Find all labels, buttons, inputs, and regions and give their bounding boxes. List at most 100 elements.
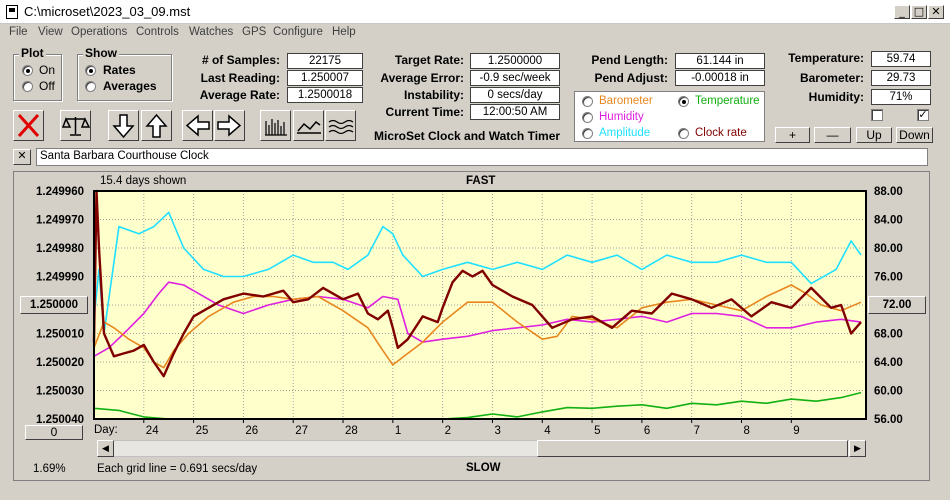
- scale-up-button[interactable]: Up: [856, 127, 892, 143]
- show-group: [77, 54, 172, 101]
- legend-temperature-radio[interactable]: [678, 96, 689, 107]
- right-tick-label: 68.00: [874, 329, 903, 341]
- chart-frame: [13, 171, 930, 481]
- title-bar: C:\microset\2023_03_09.mst _ □ ✕: [0, 0, 950, 24]
- legend-humidity-radio[interactable]: [582, 112, 593, 123]
- right-tick-label: 84.00: [874, 215, 903, 227]
- watch-name-field[interactable]: Santa Barbara Courthouse Clock: [36, 148, 928, 166]
- x-tick-label: 3: [494, 425, 500, 437]
- menu-operations[interactable]: Operations: [71, 26, 128, 38]
- plot-off-label: Off: [39, 79, 55, 93]
- down-arrow-button[interactable]: [108, 110, 139, 141]
- scale-plus-button[interactable]: +: [775, 127, 810, 143]
- wave-view-button[interactable]: [325, 110, 356, 141]
- x-tick-label: 1: [395, 425, 401, 437]
- close-button[interactable]: ✕: [928, 5, 944, 19]
- line-graph-icon: [297, 120, 321, 134]
- series-barometer: [93, 284, 862, 369]
- balance-scale-icon: [61, 117, 91, 136]
- menu-help[interactable]: Help: [332, 26, 356, 38]
- samples-label: # of Samples:: [201, 53, 280, 67]
- left-center-button[interactable]: 1.250000: [20, 296, 88, 314]
- series-amplitude: [93, 211, 862, 335]
- y-tick-label: 1.249980: [36, 243, 84, 255]
- legend-amplitude-radio[interactable]: [582, 128, 593, 139]
- bar-graph-icon: [265, 119, 287, 136]
- menu-gps[interactable]: GPS: [242, 26, 267, 38]
- right-center-button[interactable]: 72.00: [868, 296, 926, 314]
- scroll-left-button[interactable]: ◀: [97, 440, 114, 457]
- scale-down-button[interactable]: Down: [896, 127, 933, 143]
- plot-off-radio[interactable]: [22, 81, 33, 92]
- arrow-right-icon: [217, 114, 242, 137]
- humidity-label: Humidity:: [808, 90, 864, 104]
- left-percent: 1.69%: [33, 463, 66, 475]
- scale-right-checkbox[interactable]: ✓: [917, 109, 929, 121]
- average-error-label: Average Error:: [380, 71, 464, 85]
- right-tick-label: 88.00: [874, 186, 903, 198]
- legend-clockrate-radio[interactable]: [678, 128, 689, 139]
- pend-length-value: 61.144 in: [675, 53, 765, 69]
- target-rate-value[interactable]: 1.2500000: [470, 53, 560, 69]
- menu-configure[interactable]: Configure: [273, 26, 323, 38]
- y-tick-label: 1.249970: [36, 215, 84, 227]
- minimize-button[interactable]: _: [894, 5, 910, 19]
- menu-view[interactable]: View: [38, 26, 63, 38]
- scale-left-checkbox[interactable]: [871, 109, 883, 121]
- target-rate-label: Target Rate:: [394, 53, 464, 67]
- scroll-right-button[interactable]: ▶: [849, 440, 866, 457]
- show-rates-label: Rates: [103, 63, 136, 77]
- scale-minus-button[interactable]: —: [814, 127, 851, 143]
- show-rates-radio[interactable]: [85, 65, 96, 76]
- y-tick-label: 1.249960: [36, 186, 84, 198]
- bars-view-button[interactable]: [260, 110, 291, 141]
- y-tick-label: 1.250010: [36, 329, 84, 341]
- clear-button[interactable]: [13, 110, 44, 141]
- clear-watch-button[interactable]: ✕: [13, 149, 31, 165]
- window-title: C:\microset\2023_03_09.mst: [24, 4, 191, 19]
- x-axis-label: Day:: [94, 424, 118, 436]
- balance-button[interactable]: [60, 110, 91, 141]
- current-time-value: 12:00:50 AM: [470, 104, 560, 120]
- right-tick-label: 64.00: [874, 357, 903, 369]
- show-averages-radio[interactable]: [85, 81, 96, 92]
- up-arrow-button[interactable]: [141, 110, 172, 141]
- left-arrow-button[interactable]: [182, 110, 213, 141]
- series-legend: [574, 91, 765, 142]
- menu-file[interactable]: File: [9, 26, 28, 38]
- right-arrow-button[interactable]: [214, 110, 245, 141]
- average-error-value: -0.9 sec/week: [470, 70, 560, 86]
- wave-graph-icon: [328, 119, 354, 135]
- pend-adjust-value: -0.00018 in: [675, 70, 765, 86]
- menu-controls[interactable]: Controls: [136, 26, 179, 38]
- last-reading-label: Last Reading:: [200, 71, 280, 85]
- plot-on-radio[interactable]: [22, 65, 33, 76]
- y-tick-label: 1.249990: [36, 272, 84, 284]
- legend-clockrate-label: Clock rate: [695, 127, 747, 139]
- menu-watches[interactable]: Watches: [189, 26, 234, 38]
- maximize-button[interactable]: □: [911, 5, 927, 19]
- right-tick-label: 80.00: [874, 243, 903, 255]
- right-tick-label: 76.00: [874, 272, 903, 284]
- last-reading-value: 1.250007: [287, 70, 363, 86]
- barometer-value: 29.73: [871, 70, 931, 86]
- x-tick-label: 24: [146, 425, 159, 437]
- arrow-up-icon: [145, 113, 168, 138]
- right-tick-label: 60.00: [874, 386, 903, 398]
- show-averages-label: Averages: [103, 79, 157, 93]
- plot-on-label: On: [39, 63, 56, 77]
- line-view-button[interactable]: [293, 110, 324, 141]
- x-tick-label: 27: [295, 425, 308, 437]
- samples-value: 22175: [287, 53, 363, 69]
- x-tick-label: 8: [743, 425, 749, 437]
- scroll-thumb[interactable]: [537, 440, 848, 457]
- instability-value: 0 secs/day: [470, 87, 560, 103]
- legend-temperature-label: Temperature: [695, 95, 760, 107]
- x-tick-label: 6: [644, 425, 650, 437]
- app-icon: [6, 5, 18, 19]
- legend-barometer-radio[interactable]: [582, 96, 593, 107]
- zero-button[interactable]: 0: [25, 425, 83, 440]
- x-tick-label: 9: [793, 425, 799, 437]
- temperature-label: Temperature:: [788, 51, 864, 65]
- pend-length-label: Pend Length:: [591, 53, 668, 67]
